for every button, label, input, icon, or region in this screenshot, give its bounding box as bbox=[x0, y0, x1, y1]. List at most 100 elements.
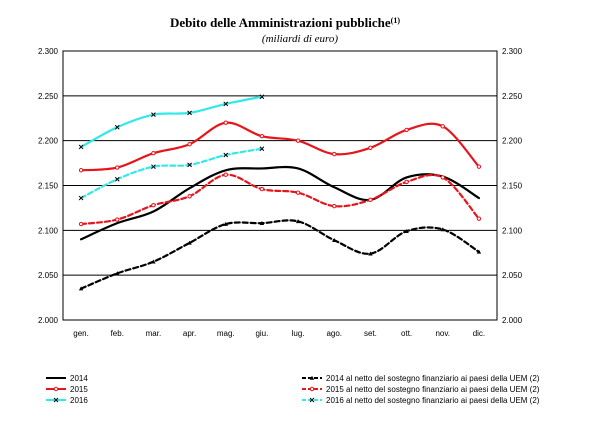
legend-label: 2014 al netto del sostegno finanziario a… bbox=[326, 374, 540, 383]
data-point bbox=[151, 203, 156, 208]
x-tick-label: ott. bbox=[401, 329, 412, 338]
grid bbox=[63, 95, 497, 276]
data-point bbox=[368, 145, 373, 151]
data-point bbox=[259, 146, 265, 152]
legend-marker bbox=[309, 386, 315, 392]
data-point bbox=[187, 194, 192, 199]
x-tick-label: feb. bbox=[111, 329, 124, 338]
data-point bbox=[151, 151, 156, 156]
legend-label: 2014 bbox=[70, 374, 88, 383]
y-tick-label-left: 2.150 bbox=[38, 182, 59, 191]
legend-label: 2015 bbox=[70, 385, 88, 394]
data-point bbox=[151, 112, 156, 118]
y-tick-label-left: 2.100 bbox=[38, 226, 59, 235]
data-point bbox=[223, 120, 228, 125]
data-point bbox=[187, 110, 192, 116]
data-point bbox=[187, 240, 192, 245]
series-line bbox=[79, 95, 264, 149]
data-point bbox=[78, 144, 84, 150]
series-layer bbox=[78, 94, 482, 291]
x-tick-label: ago. bbox=[326, 329, 342, 338]
data-point bbox=[187, 142, 192, 147]
data-point bbox=[114, 176, 120, 182]
y-tick-label-left: 2.200 bbox=[38, 137, 59, 146]
legend-entry: 2015 al netto del sostegno finanziario a… bbox=[302, 385, 540, 394]
y-tick-label-right: 2.250 bbox=[502, 92, 523, 101]
data-point bbox=[223, 221, 228, 226]
data-point bbox=[476, 249, 482, 254]
legend-entry: 2016 al netto del sostegno finanziario a… bbox=[302, 396, 540, 405]
series-line bbox=[79, 219, 481, 290]
data-point bbox=[259, 186, 265, 192]
legend-marker bbox=[53, 386, 59, 392]
data-point bbox=[151, 259, 156, 264]
legend-entry: 2014 al netto del sostegno finanziario a… bbox=[302, 374, 540, 383]
series-line bbox=[79, 173, 481, 226]
y-axis-ticks: 2.000 2.000 2.050 2.050 2.100 2.100 2.150 2.150… bbox=[38, 47, 523, 325]
data-point bbox=[295, 138, 301, 143]
x-tick-label: mag. bbox=[217, 329, 235, 338]
data-point bbox=[223, 152, 229, 158]
data-point bbox=[332, 237, 337, 242]
x-tick-label: nov. bbox=[435, 329, 450, 338]
legend-marker bbox=[53, 397, 59, 403]
data-point bbox=[332, 151, 337, 157]
legend-label: 2015 al netto del sostegno finanziario a… bbox=[326, 385, 540, 394]
legend-entry: 2016 bbox=[46, 396, 88, 405]
y-tick-label-right: 2.150 bbox=[502, 182, 523, 191]
series-4 bbox=[78, 219, 482, 291]
series-line bbox=[79, 147, 264, 200]
data-point bbox=[151, 164, 156, 170]
series-1 bbox=[79, 165, 481, 241]
series-5 bbox=[78, 172, 482, 227]
x-tick-label: giu. bbox=[255, 329, 268, 338]
data-point bbox=[368, 197, 373, 203]
data-point bbox=[404, 127, 409, 133]
data-point bbox=[259, 133, 265, 139]
series-line bbox=[79, 121, 481, 172]
data-point bbox=[295, 190, 301, 195]
data-point bbox=[440, 124, 445, 129]
data-point bbox=[476, 216, 482, 221]
data-point bbox=[440, 227, 445, 232]
data-point bbox=[114, 124, 120, 130]
data-point bbox=[78, 286, 84, 291]
series-line bbox=[79, 165, 481, 241]
data-point bbox=[115, 217, 120, 222]
chart-subtitle: (miliardi di euro) bbox=[262, 33, 339, 45]
legend-marker bbox=[309, 375, 315, 380]
data-point bbox=[115, 165, 120, 170]
data-point bbox=[115, 271, 120, 276]
data-point bbox=[440, 175, 445, 180]
y-tick-label-right: 2.000 bbox=[502, 316, 523, 325]
x-tick-label: lug. bbox=[292, 329, 305, 338]
data-point bbox=[78, 221, 84, 227]
series-2 bbox=[78, 120, 482, 173]
x-axis-ticks: gen. feb. mar. apr. mag. giu. lug. ago. set. ott.… bbox=[73, 329, 485, 338]
legend-marker bbox=[309, 397, 315, 403]
data-point bbox=[78, 195, 84, 201]
data-point bbox=[223, 101, 229, 107]
y-tick-label-right: 2.200 bbox=[502, 137, 523, 146]
data-point bbox=[259, 220, 265, 225]
x-tick-label: apr. bbox=[183, 329, 196, 338]
y-tick-label-left: 2.000 bbox=[38, 316, 59, 325]
legend-entry: 2015 bbox=[46, 385, 88, 394]
chart-title: Debito delle Amministrazioni pubbliche(1… bbox=[170, 15, 400, 30]
y-tick-label-left: 2.050 bbox=[38, 271, 59, 280]
data-point bbox=[332, 203, 337, 209]
data-point bbox=[259, 94, 265, 100]
data-point bbox=[404, 179, 409, 185]
legend-label: 2016 bbox=[70, 396, 88, 405]
data-point bbox=[223, 172, 228, 177]
x-tick-label: mar. bbox=[146, 329, 162, 338]
legend-label: 2016 al netto del sostegno finanziario a… bbox=[326, 396, 540, 405]
data-point bbox=[187, 162, 192, 168]
y-tick-label-right: 2.300 bbox=[502, 47, 523, 56]
x-tick-label: set. bbox=[364, 329, 377, 338]
data-point bbox=[404, 229, 409, 234]
y-tick-label-right: 2.100 bbox=[502, 226, 523, 235]
y-tick-label-left: 2.300 bbox=[38, 47, 59, 56]
x-tick-label: gen. bbox=[73, 329, 89, 338]
